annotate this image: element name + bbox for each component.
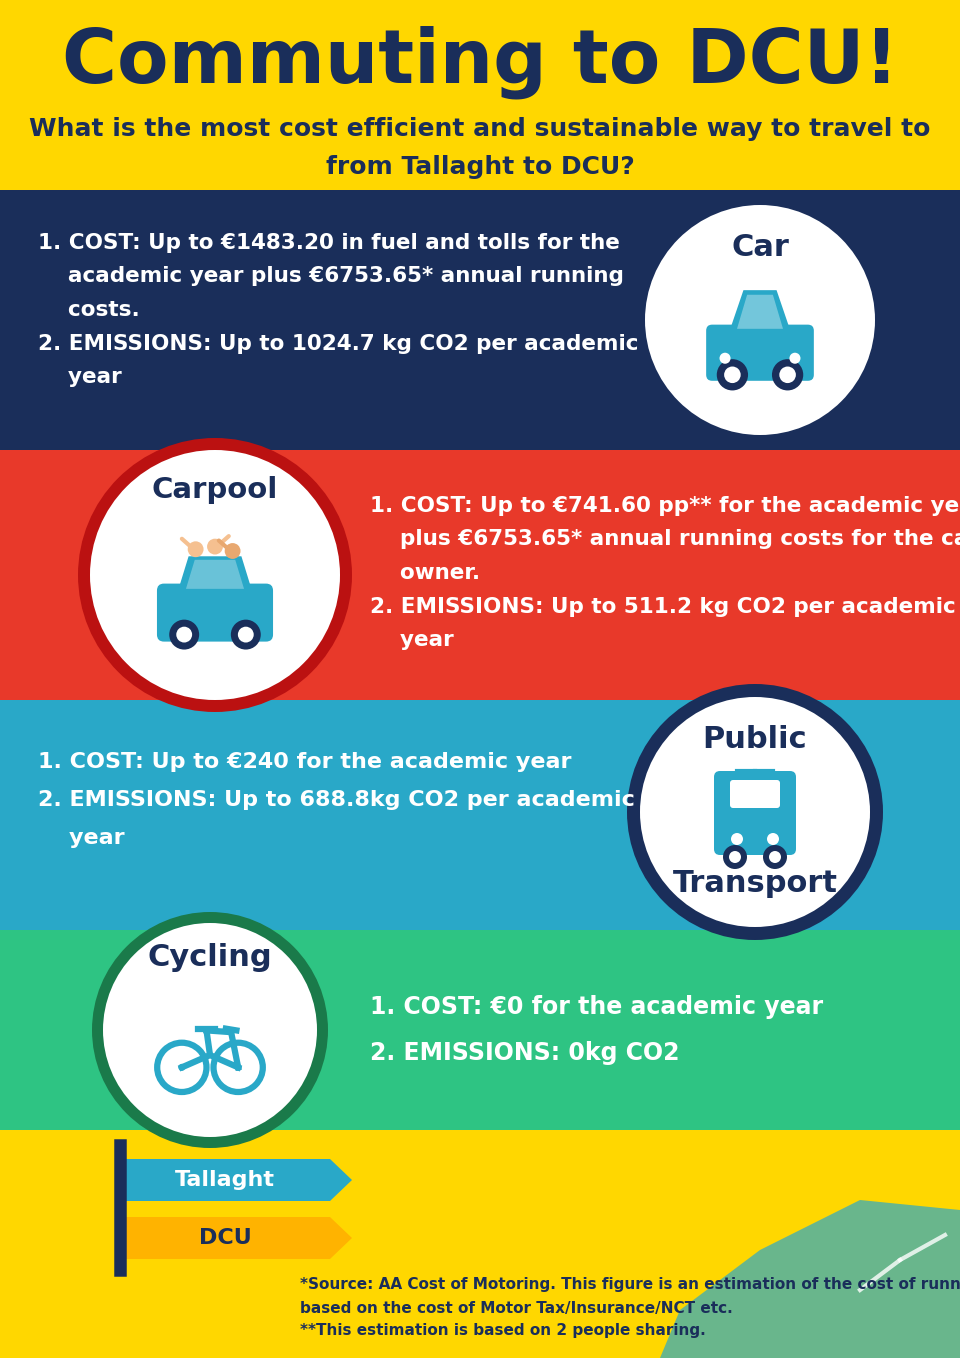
Text: 1. COST: Up to €1483.20 in fuel and tolls for the
    academic year plus €6753.6: 1. COST: Up to €1483.20 in fuel and toll… <box>38 232 638 387</box>
Circle shape <box>169 619 199 649</box>
FancyBboxPatch shape <box>0 930 960 1130</box>
Polygon shape <box>660 1200 960 1358</box>
Text: 1. COST: €0 for the academic year
2. EMISSIONS: 0kg CO2: 1. COST: €0 for the academic year 2. EMI… <box>370 994 823 1066</box>
Text: Commuting to DCU!: Commuting to DCU! <box>61 26 899 99</box>
Polygon shape <box>120 1217 352 1259</box>
FancyBboxPatch shape <box>707 325 814 380</box>
Polygon shape <box>120 1158 352 1200</box>
Circle shape <box>724 367 741 383</box>
Circle shape <box>723 845 747 869</box>
Polygon shape <box>178 557 252 591</box>
Circle shape <box>90 449 340 699</box>
FancyBboxPatch shape <box>714 771 796 856</box>
Circle shape <box>720 353 731 364</box>
Circle shape <box>763 845 787 869</box>
FancyBboxPatch shape <box>0 190 960 449</box>
Text: **This estimation is based on 2 people sharing.: **This estimation is based on 2 people s… <box>300 1324 706 1339</box>
Circle shape <box>717 359 748 391</box>
Circle shape <box>645 205 875 435</box>
Text: 1. COST: Up to €240 for the academic year
2. EMISSIONS: Up to 688.8kg CO2 per ac: 1. COST: Up to €240 for the academic yea… <box>38 752 635 847</box>
Circle shape <box>632 191 888 448</box>
Polygon shape <box>186 559 244 589</box>
Text: Tallaght: Tallaght <box>175 1171 275 1190</box>
Text: DCU: DCU <box>199 1228 252 1248</box>
FancyBboxPatch shape <box>0 449 960 699</box>
Text: based on the cost of Motor Tax/Insurance/NCT etc.: based on the cost of Motor Tax/Insurance… <box>300 1301 732 1316</box>
FancyBboxPatch shape <box>0 699 960 930</box>
Circle shape <box>177 626 192 642</box>
FancyBboxPatch shape <box>157 584 273 641</box>
Circle shape <box>207 539 223 554</box>
Text: *Source: AA Cost of Motoring. This figure is an estimation of the cost of runnin: *Source: AA Cost of Motoring. This figur… <box>300 1278 960 1293</box>
Circle shape <box>627 684 883 940</box>
Text: Public: Public <box>703 725 807 755</box>
Circle shape <box>188 542 204 557</box>
Circle shape <box>103 923 317 1137</box>
Text: Transport: Transport <box>673 869 837 899</box>
Text: Cycling: Cycling <box>148 944 273 972</box>
Circle shape <box>92 913 328 1148</box>
Text: Car: Car <box>732 234 789 262</box>
Circle shape <box>789 353 801 364</box>
Circle shape <box>729 851 741 862</box>
Circle shape <box>230 619 261 649</box>
Polygon shape <box>730 291 790 330</box>
Circle shape <box>225 543 241 559</box>
Circle shape <box>234 1063 242 1071</box>
Circle shape <box>780 367 796 383</box>
Text: What is the most cost efficient and sustainable way to travel to
from Tallaght t: What is the most cost efficient and sust… <box>30 117 930 179</box>
FancyBboxPatch shape <box>730 779 780 808</box>
Text: Carpool: Carpool <box>152 477 278 504</box>
Polygon shape <box>737 295 783 329</box>
Circle shape <box>238 626 253 642</box>
Text: 1. COST: Up to €741.60 pp** for the academic year
    plus €6753.65* annual runn: 1. COST: Up to €741.60 pp** for the acad… <box>370 496 960 650</box>
Circle shape <box>179 1063 185 1071</box>
Circle shape <box>767 832 779 845</box>
Circle shape <box>640 697 870 928</box>
Circle shape <box>731 832 743 845</box>
Circle shape <box>772 359 804 391</box>
Circle shape <box>78 439 352 712</box>
Circle shape <box>769 851 781 862</box>
